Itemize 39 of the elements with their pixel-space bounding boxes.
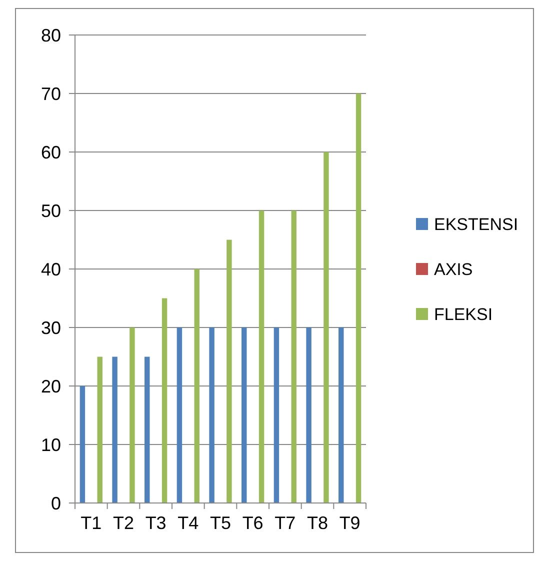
bar [226, 240, 232, 503]
bar [162, 298, 168, 503]
x-tick-label: T1 [80, 513, 102, 533]
y-tick-label: 80 [40, 25, 61, 46]
y-tick-label: 20 [40, 376, 61, 396]
y-tick-label: 30 [40, 318, 61, 338]
legend-label: EKSTENSI [434, 214, 518, 234]
y-tick-label: 70 [40, 84, 61, 104]
x-tick-label: T4 [178, 513, 199, 533]
bar [338, 328, 344, 503]
bar [356, 94, 362, 503]
bar [209, 328, 214, 503]
x-tick-label: T9 [339, 513, 360, 533]
x-tick-label: T7 [274, 513, 296, 533]
y-tick-label: 0 [50, 493, 61, 514]
bar [306, 328, 312, 503]
bar [258, 210, 264, 503]
y-tick-label: 40 [40, 259, 61, 280]
y-tick-label: 10 [40, 434, 61, 455]
y-tick-label: 60 [40, 142, 61, 162]
x-tick-label: T6 [242, 513, 264, 533]
x-tick-label: T8 [306, 513, 328, 533]
bar [97, 356, 102, 503]
x-tick-label: T3 [145, 513, 166, 533]
x-tick-label: T2 [112, 513, 134, 533]
legend-label: FLEKSI [434, 304, 493, 324]
bar [176, 328, 182, 503]
bar [291, 210, 296, 503]
bar [80, 386, 86, 503]
bar [242, 328, 247, 503]
bar [274, 328, 280, 503]
y-tick-label: 50 [40, 200, 61, 221]
bar [194, 269, 200, 503]
bar [324, 152, 329, 503]
bar [130, 328, 135, 503]
legend-label: AXIS [434, 260, 473, 279]
bar [144, 356, 150, 503]
x-tick-label: T5 [210, 513, 232, 533]
bar [112, 356, 118, 503]
